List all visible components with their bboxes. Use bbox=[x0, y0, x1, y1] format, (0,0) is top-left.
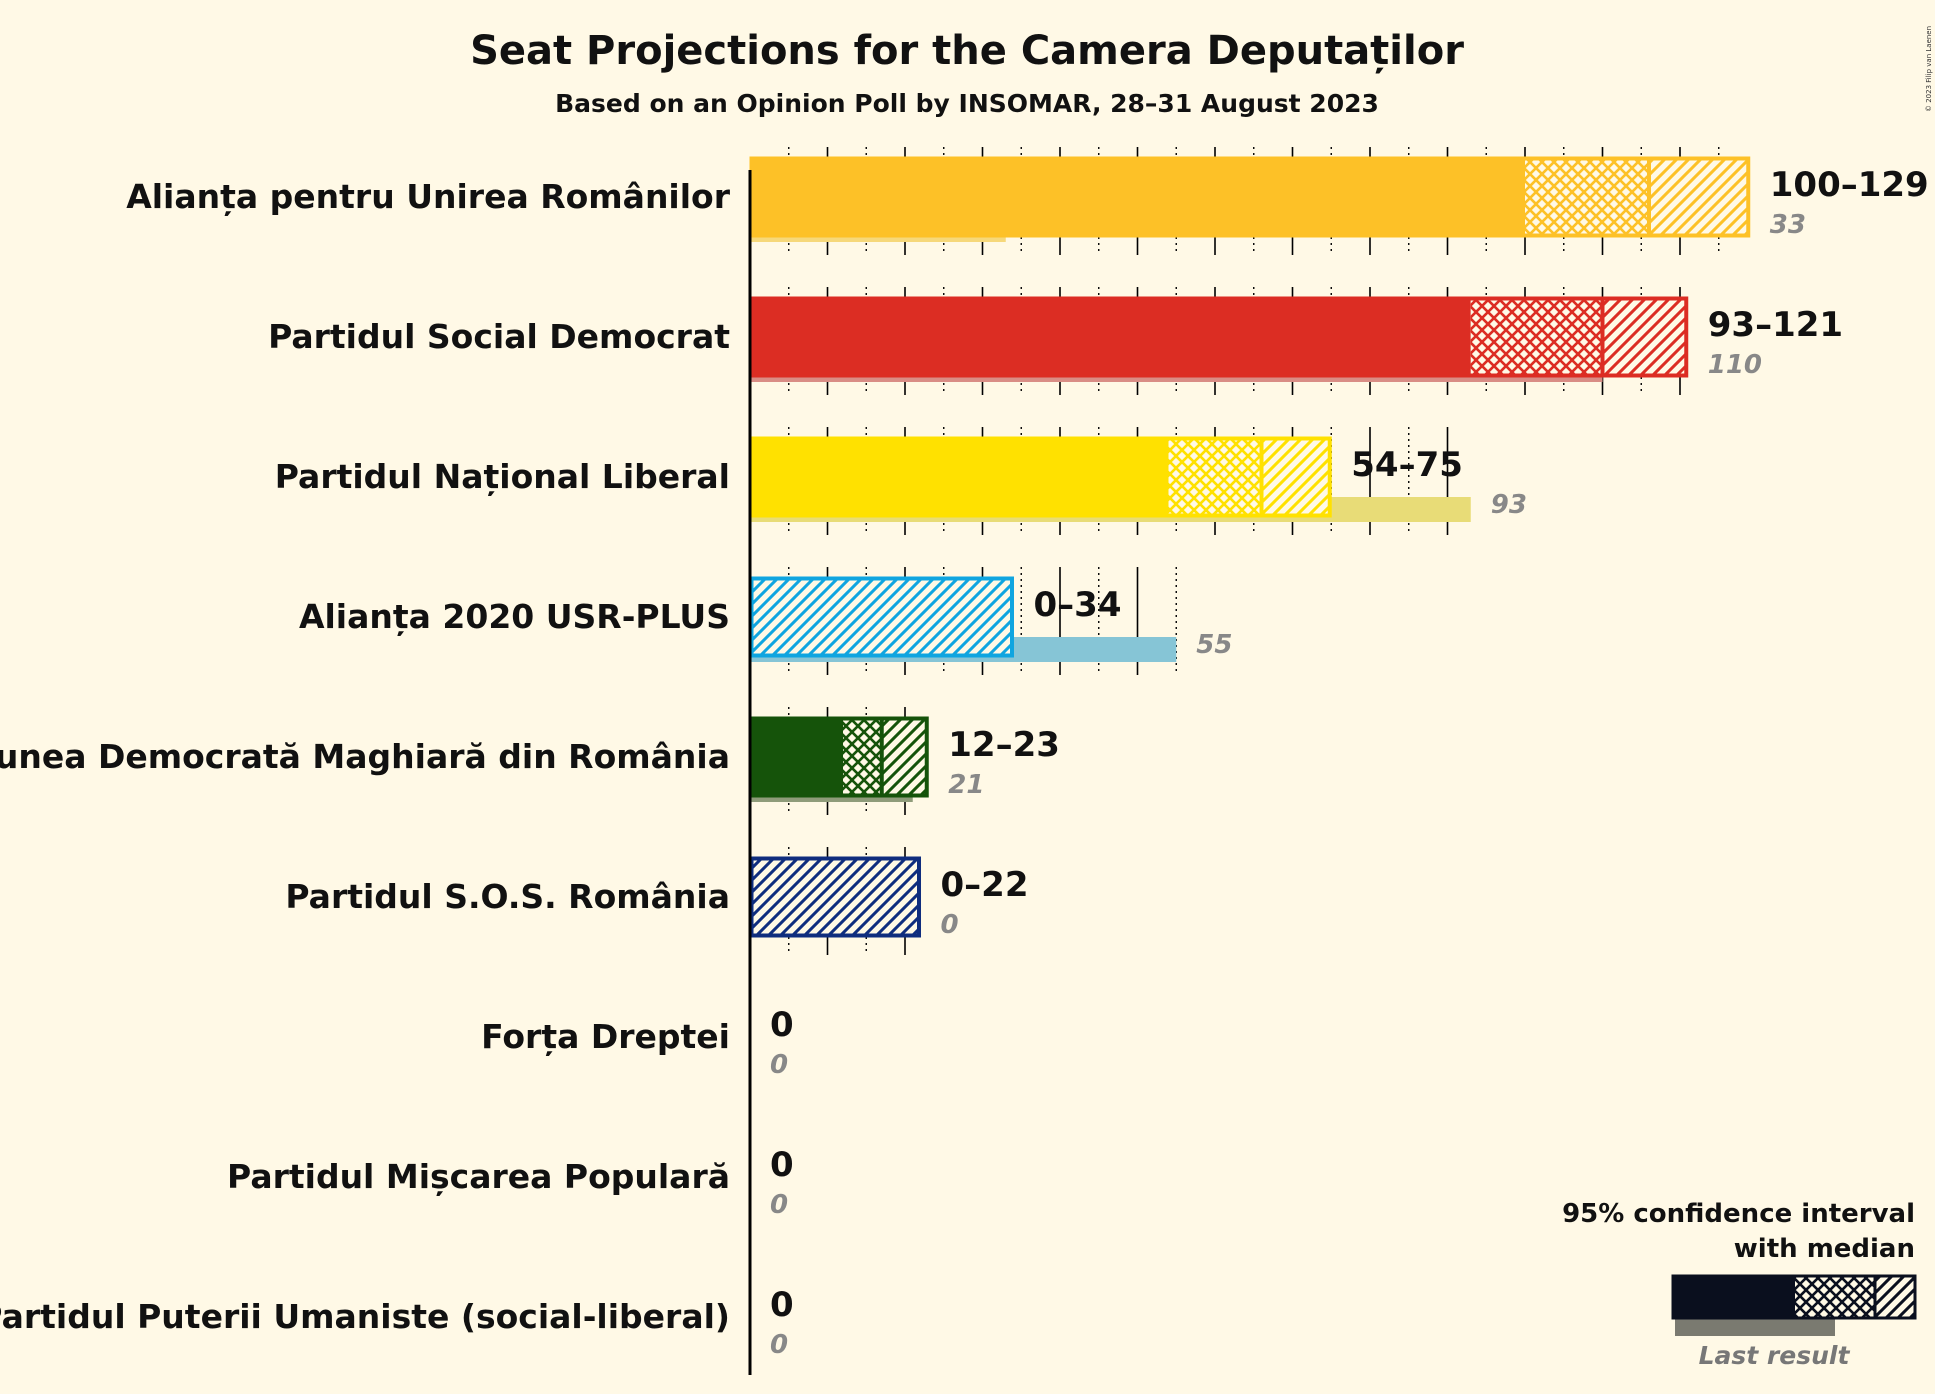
party-name: Partidul Național Liberal bbox=[275, 457, 730, 496]
legend-solid-swatch bbox=[1673, 1276, 1795, 1318]
party-name: Forța Dreptei bbox=[481, 1017, 730, 1056]
legend-title-line1: 95% confidence interval bbox=[1562, 1199, 1915, 1229]
ci-lower-solid-bar bbox=[750, 157, 1525, 237]
legend-upper-swatch bbox=[1875, 1276, 1915, 1318]
last-result-label: 55 bbox=[1196, 630, 1232, 660]
legend-frame bbox=[1671, 1274, 1917, 1320]
ci-upper-hatch-bar bbox=[750, 577, 1014, 657]
party-name: Alianța 2020 USR-PLUS bbox=[299, 597, 730, 636]
seat-range-label: 0–22 bbox=[941, 865, 1029, 905]
ci-upper-hatch-bar bbox=[1602, 297, 1688, 377]
seat-range-label: 12–23 bbox=[948, 725, 1060, 765]
ci-median-crosshatch-bar bbox=[1168, 437, 1262, 517]
chart-title: Seat Projections for the Camera Deputați… bbox=[470, 28, 1464, 74]
seat-range-label: 54–75 bbox=[1351, 445, 1463, 485]
grid-lines bbox=[788, 147, 1720, 955]
party-name: Partidul Puterii Umaniste (social-libera… bbox=[0, 1297, 730, 1336]
ci-median-crosshatch-bar bbox=[1525, 157, 1649, 237]
legend: 95% confidence interval with median Last… bbox=[1562, 1199, 1917, 1370]
party-name: Alianța pentru Unirea Românilor bbox=[126, 177, 731, 216]
ci-upper-hatch-bar bbox=[1649, 157, 1750, 237]
last-result-label: 0 bbox=[770, 1330, 788, 1360]
ci-lower-solid-bar bbox=[750, 297, 1471, 377]
ci-lower-solid-bar bbox=[750, 717, 843, 797]
ci-upper-hatch-bar bbox=[881, 717, 929, 797]
legend-title-line2: with median bbox=[1734, 1234, 1915, 1264]
last-result-label: 93 bbox=[1491, 490, 1527, 520]
last-result-label: 21 bbox=[948, 770, 984, 800]
seat-range-label: 0–34 bbox=[1034, 585, 1122, 625]
seat-range-label: 0 bbox=[770, 1005, 794, 1045]
last-result-label: 0 bbox=[770, 1050, 788, 1080]
legend-last-result-label: Last result bbox=[1699, 1341, 1851, 1370]
party-name: Partidul Social Democrat bbox=[268, 317, 730, 356]
ci-median-crosshatch-bar bbox=[843, 717, 882, 797]
party-name: Partidul S.O.S. România bbox=[285, 877, 730, 916]
labels-layer: Alianța pentru Unirea Românilor 100–129 33… bbox=[0, 165, 1929, 1360]
seat-range-label: 0 bbox=[770, 1285, 794, 1325]
ci-upper-hatch-bar bbox=[1261, 437, 1332, 517]
seat-range-label: 93–121 bbox=[1708, 305, 1843, 345]
last-result-label: 0 bbox=[770, 1190, 788, 1220]
last-result-label: 33 bbox=[1770, 210, 1806, 240]
party-name: Uniunea Democrată Maghiară din România bbox=[0, 737, 730, 776]
party-name: Partidul Mișcarea Populară bbox=[227, 1157, 730, 1196]
legend-median-swatch bbox=[1795, 1276, 1875, 1318]
seat-range-label: 0 bbox=[770, 1145, 794, 1185]
ci-median-crosshatch-bar bbox=[1470, 297, 1603, 377]
bars-layer bbox=[749, 156, 1751, 938]
last-result-label: 0 bbox=[941, 910, 959, 940]
copyright-notice: © 2023 Filip van Laenen bbox=[1925, 26, 1933, 112]
last-result-label: 110 bbox=[1708, 350, 1762, 380]
seat-range-label: 100–129 bbox=[1770, 165, 1929, 205]
ci-upper-hatch-bar bbox=[750, 857, 921, 937]
ci-lower-solid-bar bbox=[750, 437, 1169, 517]
chart-subtitle: Based on an Opinion Poll by INSOMAR, 28–… bbox=[555, 89, 1379, 118]
